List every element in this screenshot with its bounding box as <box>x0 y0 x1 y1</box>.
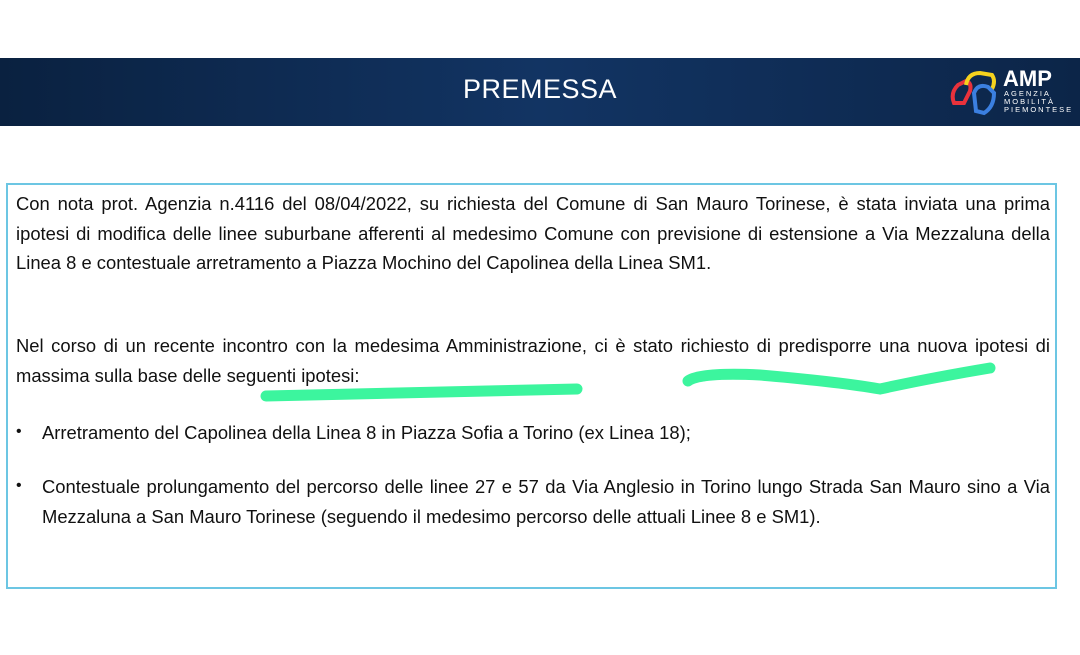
header-bar: PREMESSA AMP AGENZIA MOBILITÀ PIEMONTESE <box>0 58 1080 126</box>
paragraph-meeting: Nel corso di un recente incontro con la … <box>16 335 1050 386</box>
logo-subtitle-line: AGENZIA <box>1004 89 1051 98</box>
bullet-icon: • <box>16 477 22 494</box>
bullet-icon: • <box>16 423 22 440</box>
logo-subtitle-line: MOBILITÀ <box>1004 97 1056 106</box>
content-box: Con nota prot. Agenzia n.4116 del 08/04/… <box>6 183 1057 589</box>
logo-text: AMP <box>1003 66 1052 91</box>
paragraph-intro: Con nota prot. Agenzia n.4116 del 08/04/… <box>16 193 1050 273</box>
amp-logo: AMP AGENZIA MOBILITÀ PIEMONTESE <box>948 63 1073 121</box>
bullet-item: Contestuale prolungamento del percorso d… <box>42 476 1050 527</box>
logo-subtitle-line: PIEMONTESE <box>1004 105 1074 114</box>
logo-subtitle: AGENZIA MOBILITÀ PIEMONTESE <box>1004 90 1073 114</box>
amp-logo-icon <box>950 70 997 116</box>
page-title: PREMESSA <box>462 74 618 104</box>
bullet-item: Arretramento del Capolinea della Linea 8… <box>42 422 691 443</box>
